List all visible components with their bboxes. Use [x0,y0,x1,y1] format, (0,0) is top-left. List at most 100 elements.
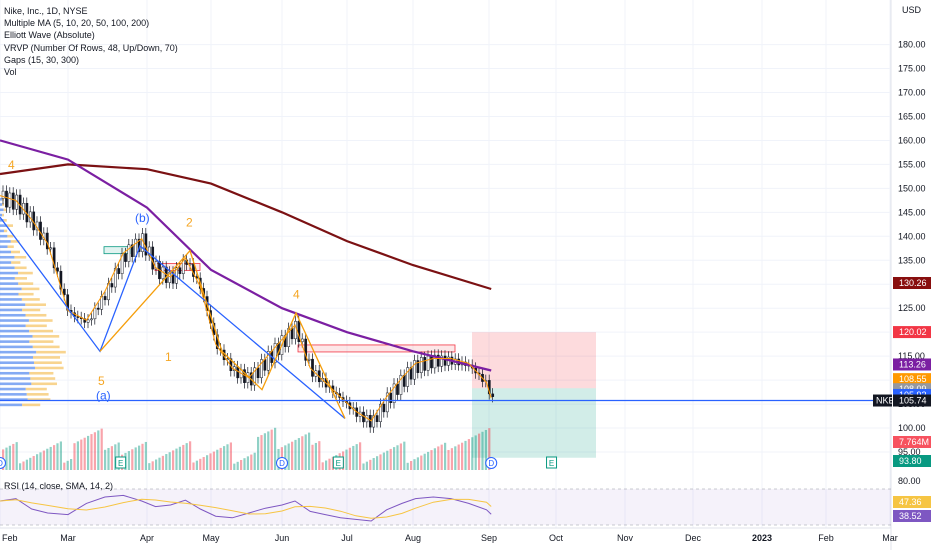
volume-bar [15,442,18,470]
candle-body [375,415,379,422]
volume-bar [484,429,487,470]
volume-bar [36,454,39,470]
volume-bar [70,459,73,470]
ma-legend[interactable]: Multiple MA (5, 10, 20, 50, 100, 200) [4,18,150,29]
y-tick-label: 175.00 [898,64,926,74]
vp-up-bar [0,213,3,217]
wave-label: 5 [98,374,105,388]
time-axis: Feb Mar Apr May Jun Jul Aug Sep Oct Nov Dec 2023 Feb… [2,533,898,543]
volume-bar [22,461,25,470]
volume-bar [433,448,436,470]
candle-body [49,247,53,250]
vp-down-bar [18,292,34,296]
symbol-title[interactable]: Nike, Inc., 1D, NYSE [4,6,88,16]
gaps-legend[interactable]: Gaps (15, 30, 300) [4,54,80,65]
candle-body [385,392,389,413]
volume-bar [447,449,450,470]
vp-down-bar [34,366,64,370]
volume-bar [396,445,399,470]
rsi-sma-line [0,498,492,519]
vp-up-bar [0,398,28,401]
volume-bar [488,428,491,470]
volume-bar [59,441,62,470]
candle-body [406,367,410,387]
vp-up-bar [0,324,26,328]
candle-body [113,268,117,288]
volume-bar [19,463,22,470]
candle-body [290,328,294,340]
elliott-legend[interactable]: Elliott Wave (Absolute) [4,30,95,41]
volume-bar [467,439,470,470]
candle-body [402,374,406,387]
price-tag-label: 7.764M [899,437,929,447]
vp-up-bar [0,287,22,291]
vp-down-bar [27,398,51,401]
vp-down-bar [25,303,46,307]
currency-label: USD [902,5,922,15]
volume-bar [110,446,113,470]
candle-body [8,192,12,208]
volume-bar [185,443,188,470]
price-tag [893,326,931,339]
vrvp-legend[interactable]: VRVP (Number Of Rows, 48, Up/Down, 70) [4,42,178,53]
volume-bar [270,429,273,470]
candle-body [426,355,430,371]
rsi-legend[interactable]: RSI (14, close, SMA, 14, 2) [4,481,114,491]
volume-bar [151,461,154,470]
volume-bar [478,433,481,470]
volume-bar [53,445,56,470]
rsi-tag-label: 38.52 [899,511,922,521]
candle-body [171,271,175,284]
y-tick-label: 125.00 [898,303,926,313]
candle-body [1,190,5,199]
volume-bar [427,451,430,470]
vp-down-bar [32,345,60,349]
rsi-panel [0,488,891,526]
candle-body [396,383,399,395]
moving-averages [0,139,492,422]
volume-bar [83,437,86,470]
volume-bar [345,449,348,470]
candle-body [11,192,15,210]
volume-bar [80,439,83,470]
vp-down-bar [11,261,21,264]
elliott-wave-lines [0,216,346,419]
wave-label: 4 [8,158,15,172]
volume-bar [246,456,249,470]
candle-body [389,392,393,403]
candle-body [62,288,66,295]
vp-down-bar [31,382,57,386]
vol-legend[interactable]: Vol [4,67,17,78]
price-tag [893,436,931,448]
volume-bar [450,448,453,470]
gap-box [103,246,131,255]
volume-bar [294,439,297,470]
price-axis: USD95.00100.00105.00110.00115.00120.0012… [898,5,926,486]
volume-bar [212,451,215,470]
price-tag [893,276,931,289]
vp-down-bar [14,266,27,270]
price-tag-label: 93.80 [899,456,922,466]
vp-down-bar [21,298,40,301]
volume-bar [454,446,457,470]
candle-body [419,357,423,373]
volume-bar [464,440,467,470]
volume-bar [301,436,304,470]
volume-bar [189,441,192,470]
x-tick-label: Feb [818,533,834,543]
volume-bar [437,446,440,470]
vp-up-bar [0,292,19,296]
vp-down-bar [25,324,47,328]
vp-down-bar [3,229,8,233]
vp-up-bar [0,319,29,322]
candle-body [266,351,270,371]
vp-up-bar [0,203,3,206]
vp-down-bar [14,277,27,280]
y-tick-label: 100.00 [898,423,926,433]
candle-body [130,244,134,257]
dividend-marker [485,457,498,469]
vp-up-bar [0,313,26,317]
volume-bar [471,437,474,470]
wave-labels: 4 (b) 2 4 1 5(a) [8,158,300,402]
